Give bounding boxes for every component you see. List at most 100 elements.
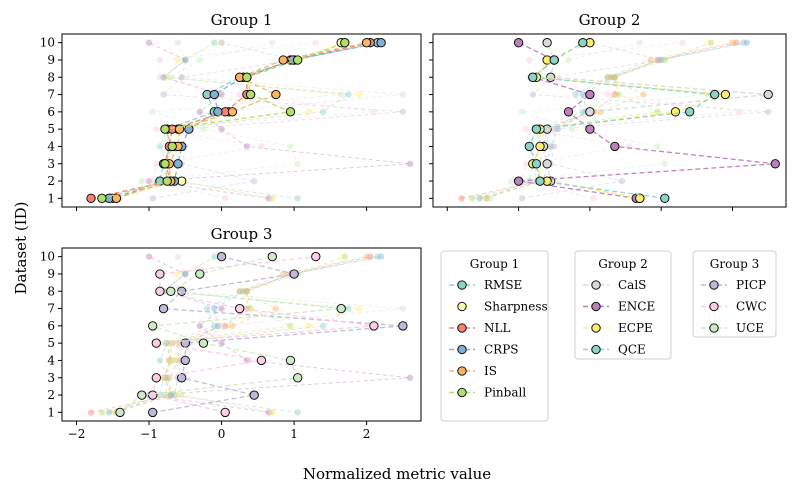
- data-point-ecpe: [167, 357, 174, 364]
- data-point-cals: [171, 357, 178, 364]
- data-point-cwc: [236, 91, 243, 98]
- legend-marker: [457, 323, 467, 333]
- data-point-ecpe: [164, 74, 171, 81]
- data-point-qce: [160, 74, 167, 81]
- data-point-uce: [565, 56, 572, 64]
- legend-item-picp: PICP: [701, 278, 766, 292]
- data-point-pinball: [661, 56, 668, 64]
- data-point-picp: [551, 143, 558, 150]
- data-point-pinball: [707, 39, 715, 46]
- data-point-nll: [166, 357, 173, 364]
- y-tick-label: 8: [47, 284, 55, 298]
- series-line-cals: [173, 256, 403, 413]
- legend-marker: [591, 280, 601, 290]
- data-point-pinball: [167, 141, 177, 152]
- data-point-ecpe: [160, 374, 167, 381]
- series-picp: [148, 251, 408, 418]
- data-point-crps: [743, 39, 750, 46]
- y-tick-label: 6: [47, 319, 55, 333]
- series-qce-faded: [156, 39, 352, 202]
- y-tick-label: 5: [47, 122, 55, 136]
- data-point-picp: [399, 108, 407, 116]
- data-point-qce: [211, 253, 218, 260]
- panel-title: Group 2: [579, 11, 641, 29]
- data-point-cwc: [370, 108, 378, 116]
- data-point-picp: [148, 407, 158, 418]
- data-point-cals: [174, 253, 182, 260]
- data-point-qce: [294, 409, 301, 416]
- series-line-qce: [159, 42, 350, 199]
- series-line-cwc: [152, 42, 374, 199]
- data-point-uce: [115, 407, 125, 418]
- panel-group-2: Group 2: [429, 11, 787, 211]
- data-point-cals: [546, 72, 556, 82]
- y-axis-label: Dataset (ID): [12, 202, 30, 295]
- data-point-cwc: [151, 338, 161, 348]
- y-tick-label: 1: [47, 405, 55, 419]
- legend-title: Group 1: [470, 257, 519, 271]
- data-point-rmse: [374, 253, 381, 260]
- data-point-cals: [399, 91, 407, 98]
- series-pinball-faded: [469, 39, 715, 202]
- data-point-is: [111, 193, 122, 203]
- data-point-rmse: [604, 74, 611, 81]
- series-ecpe: [528, 38, 731, 203]
- series-line-pinball: [101, 256, 345, 413]
- series-line-crps: [108, 42, 382, 199]
- data-point-cwc: [369, 321, 379, 331]
- series-line-nll: [90, 256, 371, 413]
- data-point-qce: [660, 193, 670, 203]
- legend-item-is: IS: [449, 364, 497, 378]
- data-point-rmse: [572, 91, 579, 98]
- data-point-sharpness: [109, 409, 117, 416]
- data-point-ence: [563, 107, 574, 117]
- data-point-qce: [294, 195, 301, 202]
- data-point-ence: [182, 56, 189, 64]
- series-cwc: [148, 251, 379, 418]
- data-point-uce: [196, 56, 203, 64]
- data-point-nll: [87, 409, 95, 416]
- data-point-ence: [513, 176, 524, 186]
- legend-item-cwc: CWC: [701, 300, 767, 314]
- data-point-uce: [486, 195, 494, 202]
- data-point-is: [729, 39, 736, 46]
- data-point-ecpe: [218, 39, 225, 46]
- data-point-qce: [182, 270, 189, 278]
- y-tick-label: 4: [47, 353, 55, 367]
- data-point-qce: [345, 91, 352, 98]
- data-point-qce: [319, 322, 327, 330]
- data-point-picp: [160, 91, 167, 98]
- series-line-ence: [148, 42, 411, 199]
- series-cwc-faded: [149, 39, 378, 202]
- series-ecpe-faded: [160, 39, 363, 202]
- data-point-ence: [585, 124, 595, 134]
- data-point-pinball: [293, 55, 303, 65]
- panel-frame: [432, 33, 787, 208]
- data-point-rmse: [483, 195, 490, 202]
- data-point-pinball: [160, 159, 170, 169]
- data-point-cals: [182, 56, 189, 64]
- data-point-cwc: [235, 303, 245, 314]
- data-point-picp: [180, 355, 190, 366]
- series-line-ecpe: [532, 42, 726, 199]
- data-point-uce: [518, 108, 526, 116]
- data-point-sharpness: [240, 288, 247, 295]
- data-point-ecpe: [269, 195, 276, 202]
- data-point-crps: [173, 159, 183, 169]
- data-point-pinball: [287, 322, 294, 330]
- x-tick-label: −2: [68, 427, 86, 441]
- data-point-sharpness: [615, 91, 622, 98]
- data-point-ence: [218, 91, 225, 98]
- data-point-cwc: [590, 195, 597, 202]
- data-point-sharpness: [338, 253, 345, 260]
- series-line-rmse: [486, 42, 744, 199]
- y-tick-label: 8: [47, 70, 55, 84]
- series-pinball-faded: [98, 253, 348, 416]
- data-point-ecpe: [174, 391, 182, 399]
- data-point-ence: [265, 409, 272, 416]
- data-point-is: [272, 305, 280, 312]
- series-line-is: [116, 256, 367, 413]
- data-point-picp: [216, 251, 227, 262]
- x-tick-label: −1: [140, 427, 158, 441]
- data-point-pinball: [169, 357, 176, 364]
